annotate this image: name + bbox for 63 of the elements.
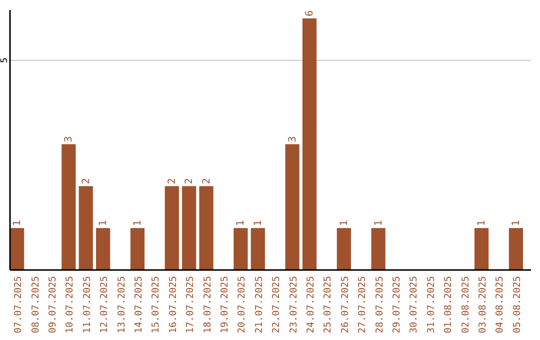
x-tick-label: 14.07.2025 [133, 276, 144, 334]
x-tick-label: 24.07.2025 [306, 276, 317, 334]
bar [10, 228, 24, 270]
bar [250, 228, 265, 270]
x-tick-label: 05.08.2025 [512, 276, 523, 334]
x-tick-label: 04.08.2025 [494, 276, 506, 334]
bar [336, 228, 351, 270]
x-tick-label: 12.07.2025 [99, 276, 110, 334]
x-tick-label: 22.07.2025 [271, 276, 282, 334]
data-label: 3 [287, 136, 298, 142]
x-tick-label: 10.07.2025 [64, 276, 76, 334]
x-tick-label: 31.07.2025 [426, 276, 437, 334]
data-label: 1 [98, 220, 110, 226]
bar [371, 228, 386, 270]
data-label: 3 [64, 136, 75, 142]
x-tick-label: 13.07.2025 [116, 276, 128, 334]
x-tick-label: 29.07.2025 [392, 276, 403, 334]
bar [234, 228, 248, 270]
data-label: 2 [184, 178, 196, 184]
bar [199, 186, 214, 270]
x-tick-label: 18.07.2025 [202, 276, 214, 334]
data-label: 1 [132, 220, 144, 226]
data-label: 2 [166, 178, 178, 184]
bar [285, 144, 300, 270]
x-tick-label: 03.08.2025 [478, 276, 489, 334]
x-tick-label: 27.07.2025 [357, 276, 368, 334]
x-tick-label: 11.07.2025 [82, 276, 93, 334]
data-label: 1 [252, 220, 264, 226]
data-label: 6 [304, 10, 316, 16]
x-tick-label: 09.07.2025 [47, 276, 58, 334]
x-tick-label: 25.07.2025 [322, 276, 334, 334]
data-label: 2 [201, 178, 212, 184]
x-tick-label: 15.07.2025 [150, 276, 162, 334]
bar [96, 228, 110, 270]
data-label: 1 [12, 220, 24, 226]
data-label: 1 [373, 220, 384, 226]
bar [78, 186, 93, 270]
x-tick-label: 02.08.2025 [460, 276, 472, 334]
x-tick-label: 16.07.2025 [168, 276, 179, 334]
x-tick-label: 20.07.2025 [236, 276, 248, 334]
x-tick-label: 30.07.2025 [408, 276, 420, 334]
bar [182, 186, 196, 270]
bar [62, 144, 76, 270]
y-tick-label: 5 [0, 58, 10, 64]
bar [474, 228, 489, 270]
x-tick-label: 21.07.2025 [254, 276, 265, 334]
x-tick-label: 19.07.2025 [219, 276, 230, 334]
data-label: 1 [510, 220, 522, 226]
bar [508, 228, 523, 270]
x-tick-label: 08.07.2025 [30, 276, 42, 334]
x-tick-label: 23.07.2025 [288, 276, 300, 334]
x-tick-label: 07.07.2025 [13, 276, 24, 334]
x-tick-label: 28.07.2025 [374, 276, 386, 334]
data-label: 1 [236, 220, 247, 226]
data-label: 1 [476, 220, 488, 226]
bar [164, 186, 179, 270]
bar [302, 18, 317, 270]
x-tick-label: 17.07.2025 [185, 276, 196, 334]
data-label: 2 [80, 178, 92, 184]
bar [130, 228, 145, 270]
data-label: 1 [338, 220, 350, 226]
x-tick-label: 26.07.2025 [340, 276, 351, 334]
x-tick-label: 01.08.2025 [443, 276, 454, 334]
